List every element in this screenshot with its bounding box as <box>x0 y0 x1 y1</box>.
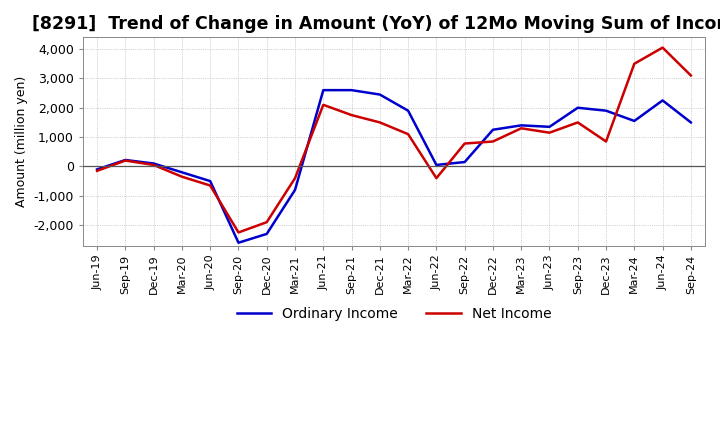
Ordinary Income <box>687 120 696 125</box>
Ordinary Income <box>517 123 526 128</box>
Net Income <box>347 113 356 118</box>
Legend: Ordinary Income, Net Income: Ordinary Income, Net Income <box>231 301 557 326</box>
Ordinary Income <box>630 118 639 124</box>
Line: Ordinary Income: Ordinary Income <box>97 90 691 243</box>
Net Income <box>376 120 384 125</box>
Net Income <box>460 141 469 146</box>
Ordinary Income <box>262 231 271 237</box>
Ordinary Income <box>573 105 582 110</box>
Net Income <box>149 162 158 168</box>
Net Income <box>602 139 611 144</box>
Ordinary Income <box>460 159 469 165</box>
Net Income <box>432 176 441 181</box>
Ordinary Income <box>602 108 611 114</box>
Net Income <box>573 120 582 125</box>
Net Income <box>687 73 696 78</box>
Ordinary Income <box>121 158 130 163</box>
Net Income <box>489 139 498 144</box>
Net Income <box>93 168 102 173</box>
Ordinary Income <box>432 162 441 168</box>
Net Income <box>178 174 186 180</box>
Ordinary Income <box>658 98 667 103</box>
Net Income <box>291 176 300 181</box>
Net Income <box>630 61 639 66</box>
Net Income <box>121 158 130 163</box>
Net Income <box>319 102 328 107</box>
Ordinary Income <box>93 167 102 172</box>
Ordinary Income <box>319 88 328 93</box>
Net Income <box>658 45 667 50</box>
Net Income <box>262 220 271 225</box>
Y-axis label: Amount (million yen): Amount (million yen) <box>15 76 28 207</box>
Ordinary Income <box>545 124 554 129</box>
Net Income <box>206 183 215 188</box>
Title: [8291]  Trend of Change in Amount (YoY) of 12Mo Moving Sum of Incomes: [8291] Trend of Change in Amount (YoY) o… <box>32 15 720 33</box>
Net Income <box>517 126 526 131</box>
Ordinary Income <box>489 127 498 132</box>
Ordinary Income <box>376 92 384 97</box>
Ordinary Income <box>149 161 158 166</box>
Ordinary Income <box>234 240 243 246</box>
Net Income <box>404 132 413 137</box>
Ordinary Income <box>178 170 186 175</box>
Ordinary Income <box>404 108 413 114</box>
Line: Net Income: Net Income <box>97 48 691 232</box>
Ordinary Income <box>206 179 215 184</box>
Net Income <box>545 130 554 136</box>
Net Income <box>234 230 243 235</box>
Ordinary Income <box>347 88 356 93</box>
Ordinary Income <box>291 187 300 193</box>
